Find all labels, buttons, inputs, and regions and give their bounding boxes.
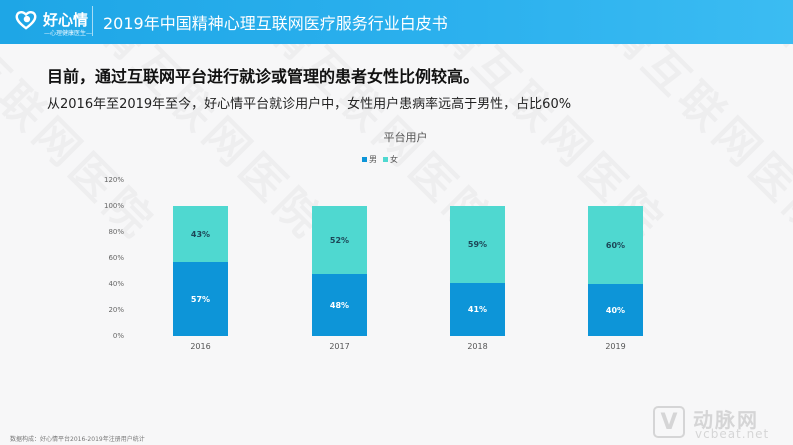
watermark-text: 好心情互联网医院 [525, 44, 793, 252]
brand-watermark: V 动脉网 vcbeat.net [653, 404, 788, 442]
bar-segment-male: 40% [588, 284, 643, 336]
legend-label: 男 [369, 155, 377, 164]
y-tick-label: 60% [108, 254, 124, 262]
legend-item-female: 女 [383, 154, 398, 165]
bar-segment-female: 43% [173, 206, 228, 262]
bar-2017: 52% 48% [312, 206, 367, 336]
legend-label: 女 [390, 155, 398, 164]
x-tick-label: 2018 [467, 342, 488, 351]
bar-segment-female: 52% [312, 206, 367, 274]
chart-title: 平台用户 [383, 131, 428, 144]
y-tick-label: 100% [103, 202, 124, 210]
y-tick-label: 20% [108, 306, 124, 314]
bar-2016: 43% 57% [173, 206, 228, 336]
brand-name-cn: 动脉网 [693, 408, 759, 432]
logo: 好心情 —心理健康医生— [12, 6, 92, 38]
y-tick-label: 0% [112, 332, 124, 340]
bar-segment-female: 59% [450, 206, 505, 283]
x-tick-label: 2017 [329, 342, 350, 351]
brand-domain: vcbeat.net [695, 427, 770, 441]
logo-name: 好心情 [43, 11, 89, 29]
legend-item-male: 男 [362, 154, 377, 165]
bar-segment-male: 57% [173, 262, 228, 336]
logo-slogan: —心理健康医生— [44, 30, 93, 37]
headline: 目前，通过互联网平台进行就诊或管理的患者女性比例较高。 [47, 67, 480, 86]
y-tick-label: 80% [108, 228, 124, 236]
heart-logo-icon [15, 11, 37, 30]
chart-legend: 男 女 [362, 154, 404, 165]
data-source-note: 数据构成：好心情平台2016-2019年注册用户统计 [10, 436, 145, 443]
bar-2018: 59% 41% [450, 206, 505, 336]
x-tick-label: 2019 [605, 342, 626, 351]
subheadline: 从2016年至2019年至今，好心情平台就诊用户中，女性用户患病率远高于男性，占… [47, 97, 572, 112]
header-divider [92, 6, 93, 36]
x-tick-label: 2016 [190, 342, 211, 351]
report-title: 2019年中国精神心理互联网医疗服务行业白皮书 [103, 14, 448, 33]
legend-swatch-male [362, 157, 367, 162]
bar-segment-female: 60% [588, 206, 643, 284]
bar-segment-male: 48% [312, 274, 367, 336]
bar-segment-male: 41% [450, 283, 505, 336]
watermark-text: 好心情互联网医院 [0, 44, 3, 252]
y-tick-label: 40% [108, 280, 124, 288]
watermark-text: 好心情互联网医院 [695, 44, 793, 252]
legend-swatch-female [383, 157, 388, 162]
vcbeat-logo-icon: V [653, 406, 685, 438]
bar-2019: 60% 40% [588, 206, 643, 336]
y-tick-label: 120% [103, 176, 124, 184]
header-bar: 好心情 —心理健康医生— 2019年中国精神心理互联网医疗服务行业白皮书 [0, 0, 793, 44]
